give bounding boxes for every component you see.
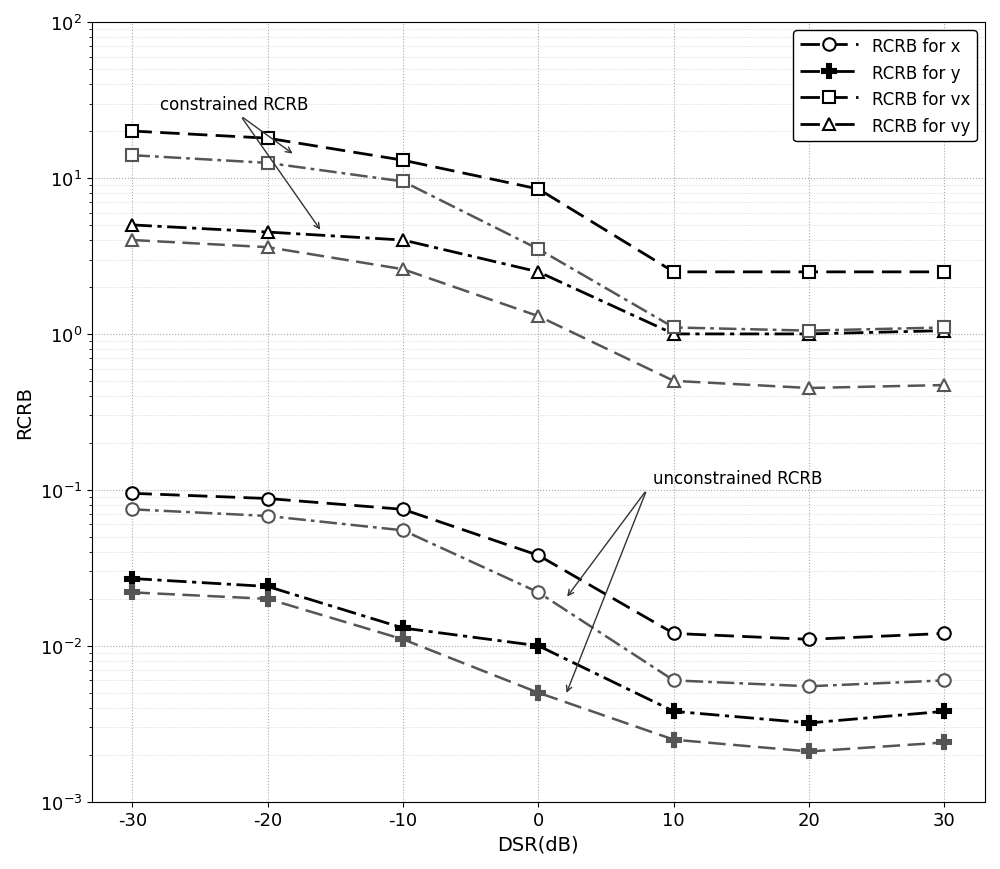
Text: unconstrained RCRB: unconstrained RCRB (653, 469, 823, 487)
X-axis label: DSR(dB): DSR(dB) (498, 835, 579, 854)
Legend: RCRB for x, RCRB for y, RCRB for vx, RCRB for vy: RCRB for x, RCRB for y, RCRB for vx, RCR… (793, 31, 977, 143)
Text: constrained RCRB: constrained RCRB (160, 96, 308, 114)
Y-axis label: RCRB: RCRB (15, 386, 34, 439)
